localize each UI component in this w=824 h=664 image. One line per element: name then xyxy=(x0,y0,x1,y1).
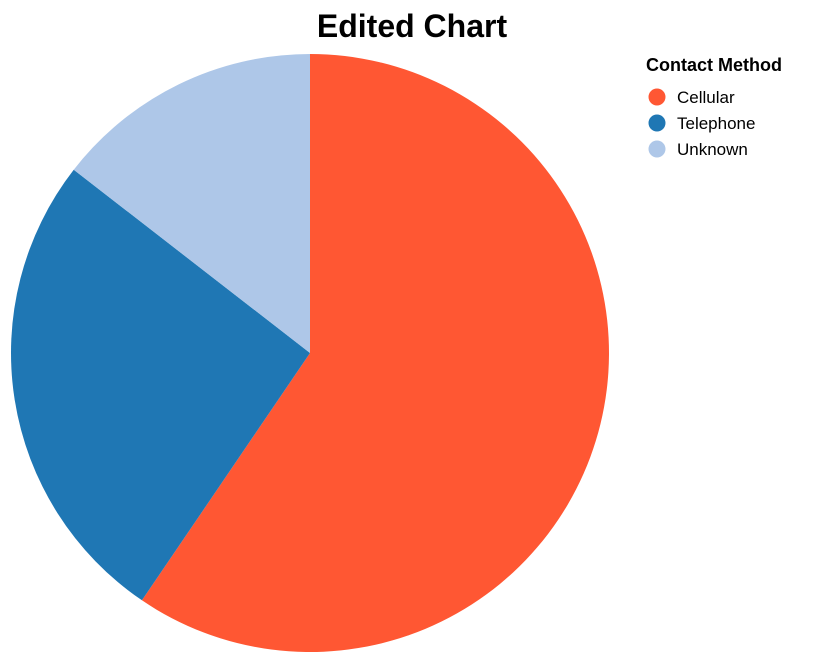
pie-slice-telephone xyxy=(10,169,311,601)
pie-slice-unknown xyxy=(73,54,311,353)
legend: Contact Method Cellular Telephone Unknown xyxy=(646,55,782,159)
legend-label-unknown: Unknown xyxy=(677,140,748,159)
legend-items: Cellular Telephone Unknown xyxy=(648,88,755,159)
legend-title: Contact Method xyxy=(646,55,782,75)
legend-label-telephone: Telephone xyxy=(677,114,755,133)
legend-item-cellular: Cellular xyxy=(648,88,735,107)
legend-swatch-telephone xyxy=(648,114,666,132)
legend-swatch-cellular xyxy=(648,88,666,106)
pie-slice-cellular xyxy=(141,54,609,652)
pie-slices xyxy=(10,54,609,652)
legend-item-telephone: Telephone xyxy=(648,114,755,133)
chart-title: Edited Chart xyxy=(317,8,508,44)
legend-label-cellular: Cellular xyxy=(677,88,735,107)
legend-swatch-unknown xyxy=(648,140,666,158)
legend-item-unknown: Unknown xyxy=(648,140,748,159)
